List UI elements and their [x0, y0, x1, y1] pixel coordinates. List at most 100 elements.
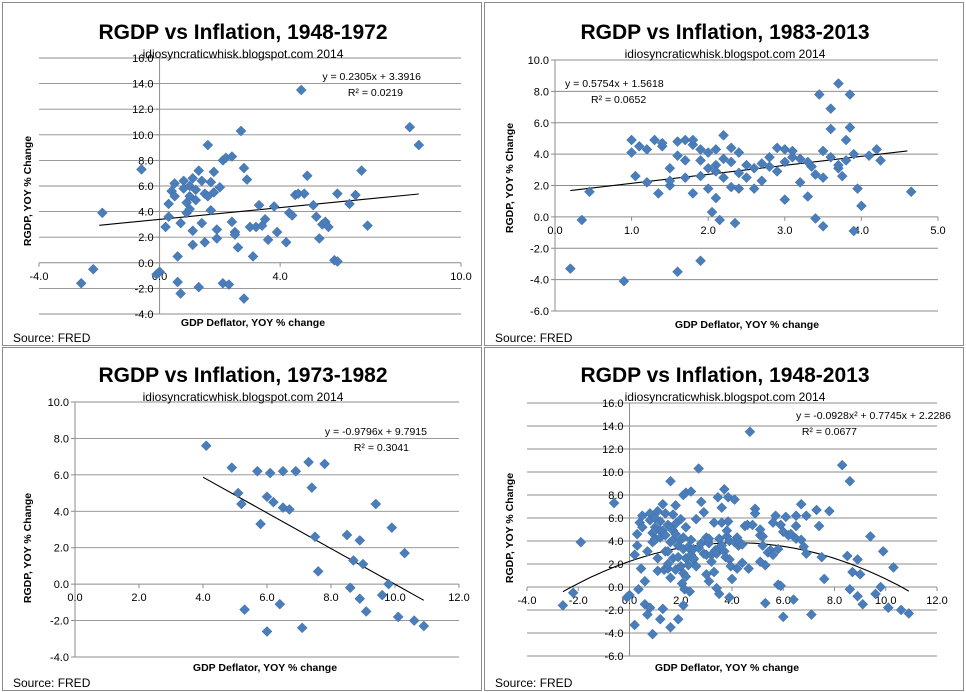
data-point	[767, 517, 779, 528]
data-point	[647, 628, 658, 640]
data-point	[712, 491, 724, 503]
x-tick-label: 4.0	[195, 592, 210, 604]
data-point	[630, 170, 641, 182]
data-point	[748, 183, 760, 194]
data-point	[722, 516, 734, 527]
data-point	[392, 611, 404, 623]
y-tick-label: 6.0	[534, 118, 549, 130]
r-squared: R² = 0.0652	[591, 94, 646, 106]
data-point	[695, 496, 707, 508]
data-point	[184, 203, 196, 215]
x-tick-label: 10.0	[384, 592, 405, 604]
y-tick-label: -4.0	[605, 628, 624, 640]
data-point	[205, 176, 217, 188]
source-note: Source: FRED	[13, 331, 91, 345]
data-point	[708, 517, 720, 528]
data-point	[852, 554, 863, 565]
x-tick-label: 0.0	[547, 225, 562, 237]
data-point	[652, 552, 664, 564]
data-point	[905, 186, 917, 198]
data-point	[624, 589, 635, 601]
data-point	[310, 211, 322, 223]
y-tick-label: 8.0	[608, 490, 623, 502]
data-point	[688, 552, 699, 564]
data-point	[685, 534, 697, 546]
x-tick-label: 3.0	[777, 225, 792, 237]
x-axis-label: GDP Deflator, YOY % change	[193, 662, 337, 674]
data-point	[871, 144, 883, 155]
y-tick-label: 2.0	[138, 232, 153, 244]
data-point	[863, 150, 875, 162]
data-point	[840, 155, 852, 166]
data-point	[229, 229, 241, 240]
x-tick-label: 0.0	[67, 592, 82, 604]
data-point	[665, 572, 676, 584]
x-tick-label: -2.0	[569, 595, 588, 607]
data-point	[848, 148, 860, 160]
data-point	[713, 588, 725, 600]
data-point	[214, 181, 226, 193]
data-point	[865, 531, 876, 542]
y-tick-label: 10.0	[48, 397, 69, 409]
data-point	[817, 145, 829, 157]
trend-equation: y = -0.9796x + 9.7915	[325, 426, 427, 438]
data-point	[725, 181, 737, 193]
data-point	[259, 213, 271, 225]
data-point	[404, 121, 416, 133]
data-point	[811, 504, 822, 516]
data-point	[163, 211, 174, 223]
data-point	[277, 465, 289, 477]
data-point	[852, 590, 863, 602]
y-tick-label: 8.0	[54, 433, 69, 445]
x-tick-label: 12.0	[926, 595, 947, 607]
x-tick-label: 10.0	[450, 271, 471, 283]
y-tick-label: 10.0	[132, 130, 153, 142]
data-point	[756, 175, 768, 187]
data-point	[703, 533, 715, 545]
data-point	[710, 166, 722, 177]
data-point	[725, 156, 737, 168]
y-tick-label: 14.0	[132, 79, 153, 91]
y-tick-label: -2.0	[530, 243, 549, 255]
data-point	[690, 560, 702, 572]
data-point	[672, 613, 684, 625]
data-point	[323, 221, 334, 233]
data-point	[664, 162, 676, 174]
data-point	[136, 164, 147, 175]
data-point	[790, 520, 802, 532]
data-point	[262, 234, 274, 246]
data-point	[754, 556, 766, 568]
y-tick-label: 16.0	[132, 53, 153, 65]
data-point	[190, 194, 202, 206]
data-point	[875, 155, 886, 166]
data-point	[629, 549, 640, 561]
x-tick-label: 6.0	[776, 595, 791, 607]
data-point	[657, 603, 669, 615]
data-point	[741, 172, 752, 184]
data-point	[685, 486, 697, 497]
y-tick-label: -6.0	[530, 306, 549, 318]
chart-title: RGDP vs Inflation, 1948-1972	[98, 21, 387, 44]
data-point	[844, 475, 856, 487]
data-point	[654, 613, 666, 625]
data-point	[695, 170, 706, 182]
data-point	[703, 575, 715, 587]
data-point	[354, 593, 366, 605]
data-point	[836, 170, 848, 182]
data-point	[672, 551, 684, 563]
data-point	[357, 558, 369, 570]
data-point	[298, 188, 310, 200]
data-point	[332, 188, 343, 200]
x-tick-label: 10.0	[875, 595, 896, 607]
data-point	[312, 566, 324, 577]
data-point	[733, 147, 745, 158]
data-point	[636, 521, 648, 533]
data-point	[683, 559, 694, 571]
plot-area: -4.0 -2.0 0.0 2.0 4.0 6.0 8.0 10.0 0.0 2.0 4.0 6.0 8…	[48, 397, 470, 664]
data-point	[877, 545, 889, 557]
chart-title: RGDP vs Inflation, 1948-2013	[580, 364, 869, 387]
data-point	[702, 183, 714, 194]
data-point	[857, 598, 869, 610]
x-tick-label: 2.0	[131, 592, 146, 604]
data-point	[187, 239, 199, 251]
